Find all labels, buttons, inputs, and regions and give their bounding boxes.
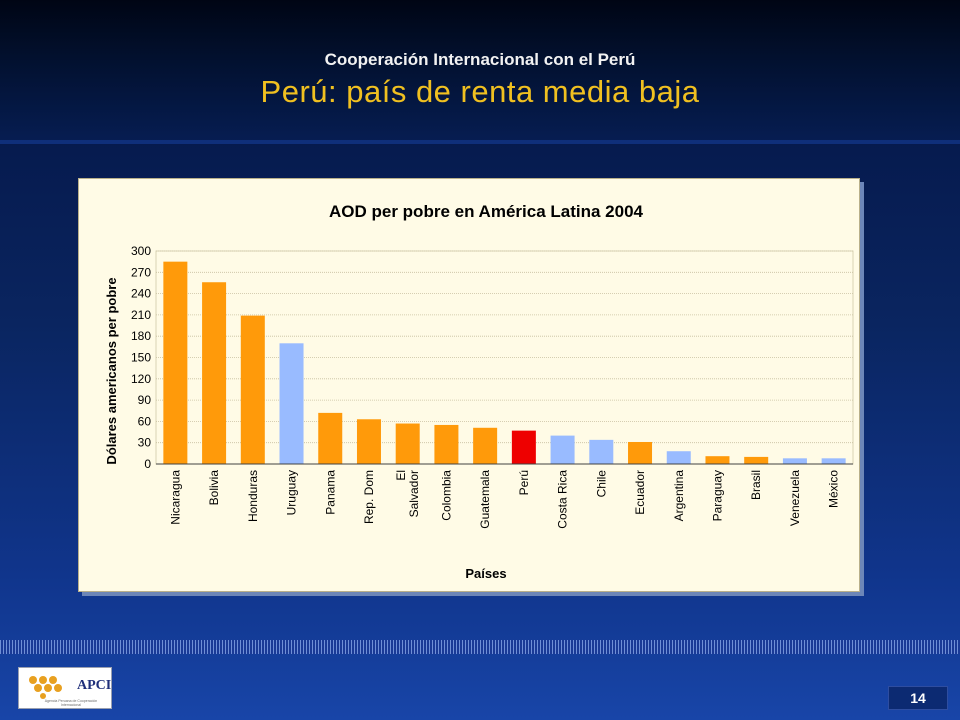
logo-text: APCI xyxy=(77,678,112,693)
x-tick-label: Nicaragua xyxy=(168,470,182,525)
x-axis-label: Países xyxy=(465,566,506,581)
bar-rep-dom xyxy=(356,419,381,464)
y-tick-label: 120 xyxy=(131,372,151,386)
y-axis-label: Dólares americanos per pobre xyxy=(104,277,119,464)
bar-brasil xyxy=(744,456,769,464)
bar-guatemala xyxy=(473,427,498,464)
y-tick-label: 90 xyxy=(138,393,152,407)
x-tick-label: Chile xyxy=(594,470,608,498)
x-tick-label: Bolivia xyxy=(207,470,221,506)
gridlines xyxy=(156,250,853,444)
logo-mark-icon xyxy=(29,676,62,699)
x-tick-label: Honduras xyxy=(246,470,260,522)
bar-nicaragua xyxy=(163,261,188,464)
x-tick-label: Perú xyxy=(517,470,531,495)
page-number-box: 14 xyxy=(888,686,948,710)
y-tick-label: 270 xyxy=(131,265,151,279)
bar-honduras xyxy=(240,315,265,464)
x-tick-label: Rep. Dom xyxy=(362,470,376,524)
bar-ecuador xyxy=(628,441,653,464)
x-tick-label: Argentina xyxy=(672,470,686,522)
bar-m-xico xyxy=(821,458,846,464)
header-divider xyxy=(0,140,960,144)
y-tick-labels: 0 30 60 90 120 150 180 210 240 270 300 xyxy=(131,244,151,471)
x-tick-label: Paraguay xyxy=(710,470,724,521)
x-tick-label: Costa Rica xyxy=(556,470,570,529)
x-tick-label: México xyxy=(827,470,841,508)
bar-colombia xyxy=(434,424,459,464)
y-tick-label: 150 xyxy=(131,351,151,365)
x-tick-label: Salvador xyxy=(407,470,421,517)
decorative-stripe xyxy=(0,640,960,654)
bar-per- xyxy=(511,430,536,464)
bar-costa-rica xyxy=(550,435,575,464)
bar-chart: AOD per pobre en América Latina 2004 0 30… xyxy=(104,202,854,581)
chart-panel: AOD per pobre en América Latina 2004 0 30… xyxy=(78,178,860,592)
page-number: 14 xyxy=(910,690,926,706)
header-band xyxy=(0,0,960,142)
x-tick-label: Venezuela xyxy=(788,470,802,526)
x-tick-label: Uruguay xyxy=(285,470,299,515)
y-tick-label: 30 xyxy=(138,436,152,450)
bar-chile xyxy=(589,439,614,464)
x-tick-label: Guatemala xyxy=(478,470,492,529)
slide-subtitle: Cooperación Internacional con el Perú xyxy=(324,50,636,69)
bar-uruguay xyxy=(279,343,304,464)
bar-panama xyxy=(318,412,343,464)
x-tick-label: Colombia xyxy=(439,470,453,521)
x-tick-label: Panama xyxy=(323,470,337,515)
bar-el-salvador xyxy=(395,423,420,464)
y-tick-label: 210 xyxy=(131,308,151,322)
apci-logo: APCI Agencia Peruana de Cooperación Inte… xyxy=(18,667,112,709)
y-tick-label: 300 xyxy=(131,244,151,258)
x-tick-label: Brasil xyxy=(749,470,763,500)
x-tick-label: Ecuador xyxy=(633,470,647,515)
bar-venezuela xyxy=(782,458,807,464)
bars xyxy=(163,261,846,464)
chart-title: AOD per pobre en América Latina 2004 xyxy=(329,202,644,221)
y-tick-label: 240 xyxy=(131,287,151,301)
bar-argentina xyxy=(666,451,691,464)
x-tick-labels: Nicaragua Bolivia Honduras Uruguay Panama Rep… xyxy=(168,470,840,529)
y-tick-label: 180 xyxy=(131,329,151,343)
slide-title: Perú: país de renta media baja xyxy=(260,74,700,109)
x-tick-label: El xyxy=(394,470,408,481)
bar-bolivia xyxy=(202,282,227,464)
y-tick-label: 0 xyxy=(144,457,151,471)
bar-paraguay xyxy=(705,456,730,464)
y-tick-label: 60 xyxy=(138,414,152,428)
logo-tagline: Agencia Peruana de Cooperación Internaci… xyxy=(44,699,98,707)
